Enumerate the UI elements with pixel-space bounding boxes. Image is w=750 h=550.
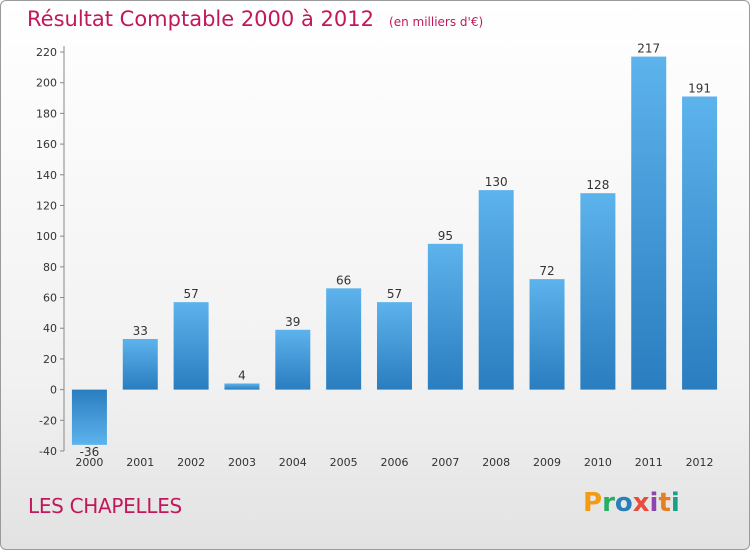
data-label: 72 [539, 264, 554, 278]
y-tick-label: 160 [36, 138, 57, 151]
x-tick-label: 2005 [330, 456, 358, 469]
data-label: 191 [688, 82, 711, 96]
y-tick-label: 40 [43, 322, 57, 335]
data-label: 217 [637, 42, 660, 56]
x-tick-label: 2006 [381, 456, 409, 469]
bar [326, 288, 362, 390]
x-tick-label: 2012 [686, 456, 714, 469]
x-tick-label: 2010 [584, 456, 612, 469]
commune-name: LES CHAPELLES [28, 494, 182, 518]
y-tick-label: 180 [36, 107, 57, 120]
x-tick-label: 2003 [228, 456, 256, 469]
bar [275, 329, 311, 390]
bar-chart: -40 -20 0 20 40 60 80 100 120 140 160 180 200 220 200… [36, 42, 718, 469]
title-row: Résultat Comptable 2000 à 2012 (en milli… [27, 7, 483, 31]
logo-letter: x [632, 488, 650, 518]
chart-title: Résultat Comptable 2000 à 2012 [27, 7, 374, 31]
data-label: 95 [438, 229, 453, 243]
data-label: 130 [485, 175, 508, 189]
bar [122, 338, 158, 390]
y-tick-label: 120 [36, 199, 57, 212]
bar [71, 389, 107, 445]
bar [427, 243, 463, 390]
x-tick-label: 2000 [75, 456, 103, 469]
x-tick-label: 2011 [635, 456, 663, 469]
bar [580, 193, 616, 390]
x-tick-label: 2008 [482, 456, 510, 469]
data-label: -36 [80, 445, 100, 459]
bar [682, 96, 718, 390]
logo-letter: i [649, 488, 659, 518]
data-label: 57 [387, 287, 402, 301]
y-tick-label: 220 [36, 46, 57, 59]
y-tick-label: 80 [43, 261, 57, 274]
y-tick-label: 60 [43, 292, 57, 305]
y-tick-label: -40 [39, 445, 57, 458]
logo-letter: r [602, 488, 615, 518]
data-label: 57 [183, 287, 198, 301]
chart-subtitle: (en milliers d'€) [389, 15, 484, 29]
logo-letter: o [614, 488, 633, 518]
data-label: 66 [336, 273, 351, 287]
bar [631, 56, 667, 390]
bar [377, 302, 412, 390]
x-tick-label: 2007 [431, 456, 459, 469]
x-tick-label: 2009 [533, 456, 561, 469]
y-tick-label: 200 [36, 77, 57, 90]
proxiti-logo: Proxiti [583, 488, 680, 518]
x-tick-label: 2001 [126, 456, 154, 469]
x-tick-label: 2002 [177, 456, 205, 469]
bar [478, 190, 514, 390]
y-tick-label: 100 [36, 230, 57, 243]
data-label: 33 [133, 324, 148, 338]
y-tick-label: -20 [39, 414, 57, 427]
y-tick-label: 140 [36, 169, 57, 182]
logo-letter: t [658, 488, 671, 518]
x-tick-label: 2004 [279, 456, 307, 469]
y-tick-label: 0 [50, 384, 57, 397]
logo-letter: i [670, 488, 680, 518]
bar [529, 279, 565, 390]
data-label: 128 [586, 178, 609, 192]
logo-letter: P [583, 488, 603, 518]
bar [173, 302, 209, 390]
bar [224, 383, 260, 390]
data-label: 4 [238, 368, 246, 382]
y-tick-label: 20 [43, 353, 57, 366]
data-label: 39 [285, 315, 300, 329]
